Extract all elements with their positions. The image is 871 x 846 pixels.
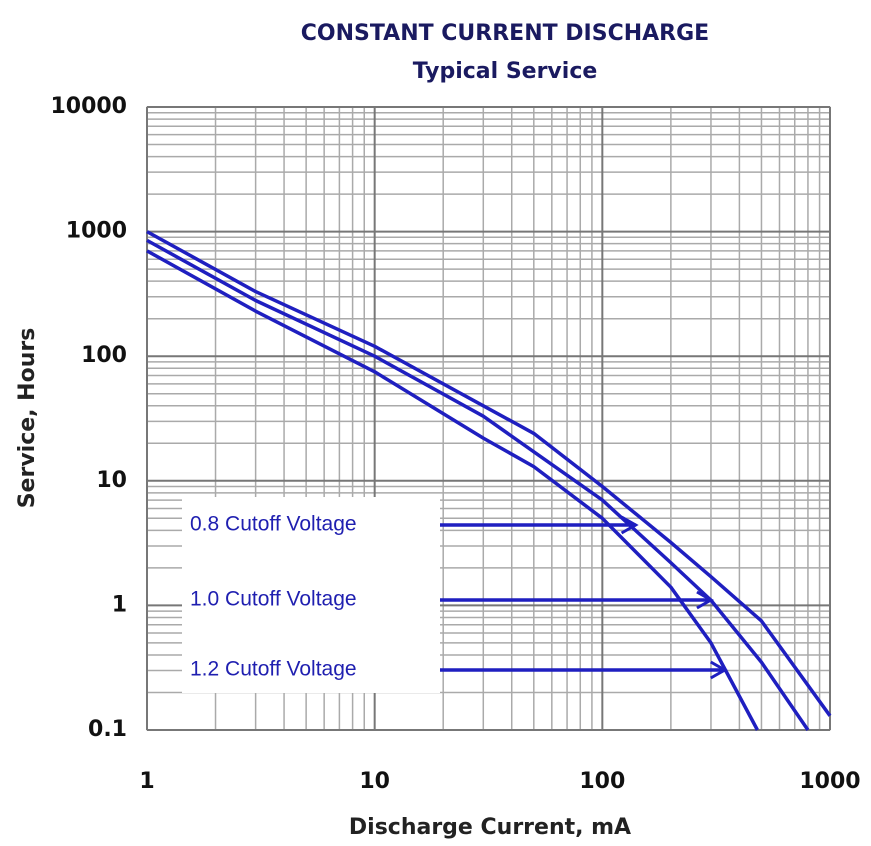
arrow-head xyxy=(710,660,728,680)
series-line xyxy=(146,249,759,731)
y-tick-label: 0.1 xyxy=(88,717,127,742)
x-tick-label: 1 xyxy=(139,769,154,794)
y-tick-label: 10 xyxy=(96,468,127,493)
y-tick-label: 1000 xyxy=(66,219,127,244)
label-box xyxy=(182,497,440,693)
x-tick-label: 1000 xyxy=(799,769,860,794)
x-tick-label: 100 xyxy=(579,769,625,794)
series-line xyxy=(146,230,832,717)
y-tick-label: 10000 xyxy=(50,94,127,119)
y-axis-label: Service, Hours xyxy=(15,328,40,509)
annotation-text: 1.2 Cutoff Voltage xyxy=(190,658,357,681)
chart-title: CONSTANT CURRENT DISCHARGE xyxy=(301,21,709,46)
series-line xyxy=(146,238,810,731)
chart-subtitle: Typical Service xyxy=(413,59,598,84)
annotation-text: 0.8 Cutoff Voltage xyxy=(190,513,357,536)
y-tick-label: 1 xyxy=(112,592,127,617)
x-axis-label: Discharge Current, mA xyxy=(349,815,631,840)
y-tick-label: 100 xyxy=(81,343,127,368)
annotation-text: 1.0 Cutoff Voltage xyxy=(190,588,357,611)
arrow-head xyxy=(620,515,639,535)
arrow-head xyxy=(696,590,714,610)
x-tick-label: 10 xyxy=(359,769,390,794)
